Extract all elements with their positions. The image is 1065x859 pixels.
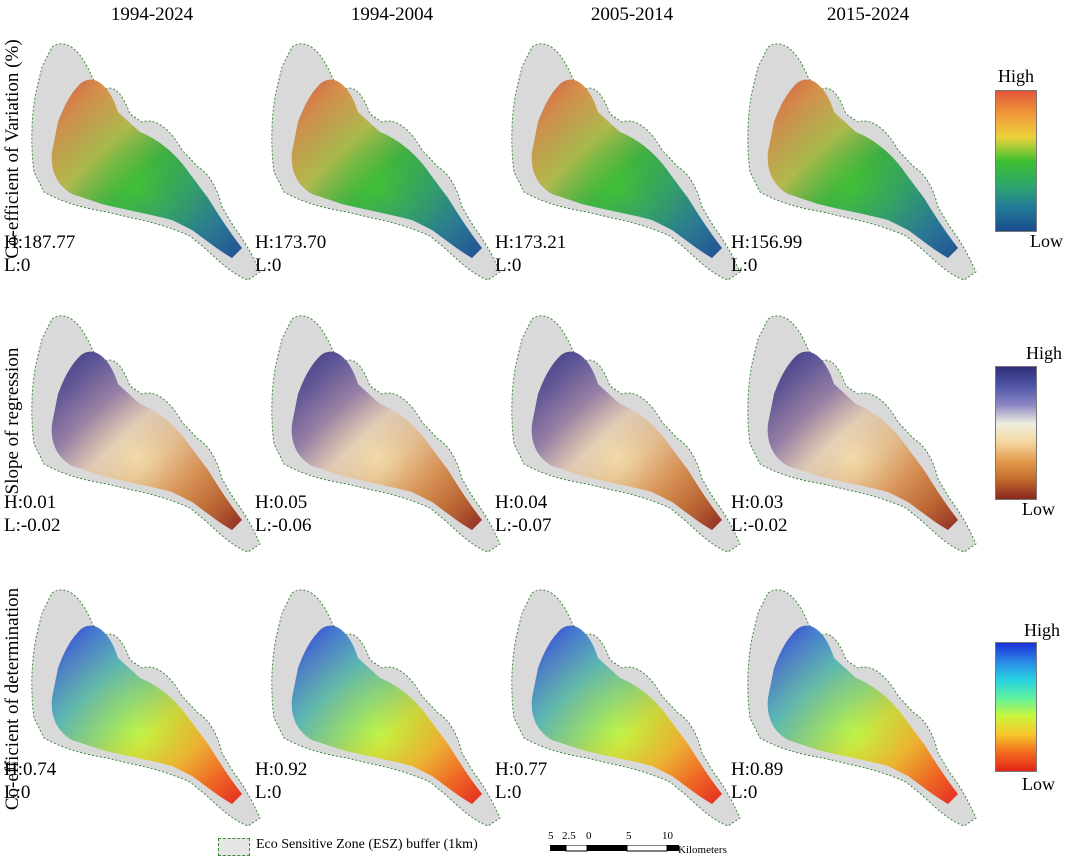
scale-unit: Kilometers (678, 844, 727, 856)
map-panel: H:0.74 L:0 (4, 568, 272, 846)
scale-bar-graphic (550, 845, 679, 852)
panel-low-value: L:-0.06 (255, 515, 312, 536)
panel-high-value: H:156.99 (731, 232, 803, 253)
scale-tick: 5 (548, 830, 554, 842)
panel-high-value: H:0.03 (731, 492, 784, 513)
panel-high-value: H:0.05 (255, 492, 308, 513)
panel-low-value: L:0 (731, 255, 758, 276)
panel-low-value: L:0 (4, 782, 31, 803)
map-panel: H:0.04 L:-0.07 (495, 294, 752, 572)
column-title-2: 1994-2004 (350, 4, 434, 25)
panel-low-value: L:0 (495, 782, 522, 803)
column-title-3: 2005-2014 (590, 4, 674, 25)
region-map-shape (511, 315, 741, 553)
column-title-4: 2015-2024 (826, 4, 910, 25)
panel-low-value: L:0 (255, 782, 282, 803)
legend-slope-high-label: High (1026, 343, 1062, 363)
region-map-shape (271, 315, 501, 553)
region-map-shape (747, 589, 977, 827)
region-map-shape (511, 589, 741, 827)
panel-low-value: L:0 (731, 782, 758, 803)
region-map-shape (271, 589, 501, 827)
map-panel: H:156.99 L:0 (731, 22, 988, 300)
scale-tick: 2.5 (562, 830, 576, 842)
panel-low-value: L:-0.02 (731, 515, 788, 536)
legend-r2-colorbar (995, 642, 1037, 772)
legend-cv-high-label: High (998, 66, 1034, 86)
panel-low-value: L:0 (4, 255, 31, 276)
legend-slope-colorbar (995, 366, 1037, 500)
map-panel: H:0.03 L:-0.02 (731, 294, 988, 572)
panel-high-value: H:0.74 (4, 759, 57, 780)
scale-tick: 5 (626, 830, 632, 842)
region-map-shape (271, 43, 501, 281)
panel-high-value: H:0.77 (495, 759, 548, 780)
esz-buffer-swatch (218, 838, 250, 856)
region-map-shape (31, 43, 261, 281)
map-panel: H:173.21 L:0 (495, 22, 752, 300)
legend-r2-high-label: High (1024, 620, 1060, 640)
map-panel: H:0.92 L:0 (255, 568, 512, 846)
panel-high-value: H:173.21 (495, 232, 567, 253)
region-map-shape (511, 43, 741, 281)
panel-high-value: H:0.92 (255, 759, 308, 780)
map-panel: H:0.89 L:0 (731, 568, 988, 846)
map-panel: H:0.01 L:-0.02 (4, 294, 272, 572)
map-panel: H:0.77 L:0 (495, 568, 752, 846)
region-map-shape (31, 315, 261, 553)
panel-low-value: L:0 (495, 255, 522, 276)
scale-tick: 10 (662, 830, 673, 842)
panel-low-value: L:-0.02 (4, 515, 61, 536)
legend-cv-low-label: Low (1030, 231, 1063, 251)
region-map-shape (747, 43, 977, 281)
legend-cv-colorbar (995, 90, 1037, 232)
panel-high-value: H:187.77 (4, 232, 76, 253)
panel-high-value: H:173.70 (255, 232, 327, 253)
scale-tick: 0 (586, 830, 592, 842)
panel-high-value: H:0.04 (495, 492, 548, 513)
panel-high-value: H:0.01 (4, 492, 57, 513)
map-panel: H:187.77 L:0 (4, 22, 272, 300)
map-panel: H:173.70 L:0 (255, 22, 512, 300)
map-panel: H:0.05 L:-0.06 (255, 294, 512, 572)
legend-r2-low-label: Low (1022, 774, 1055, 794)
panel-low-value: L:0 (255, 255, 282, 276)
legend-slope-low-label: Low (1022, 499, 1055, 519)
region-map-shape (31, 589, 261, 827)
panel-high-value: H:0.89 (731, 759, 784, 780)
esz-buffer-label: Eco Sensitive Zone (ESZ) buffer (1km) (256, 837, 478, 852)
panel-low-value: L:-0.07 (495, 515, 552, 536)
column-title-1: 1994-2024 (110, 4, 194, 25)
region-map-shape (747, 315, 977, 553)
